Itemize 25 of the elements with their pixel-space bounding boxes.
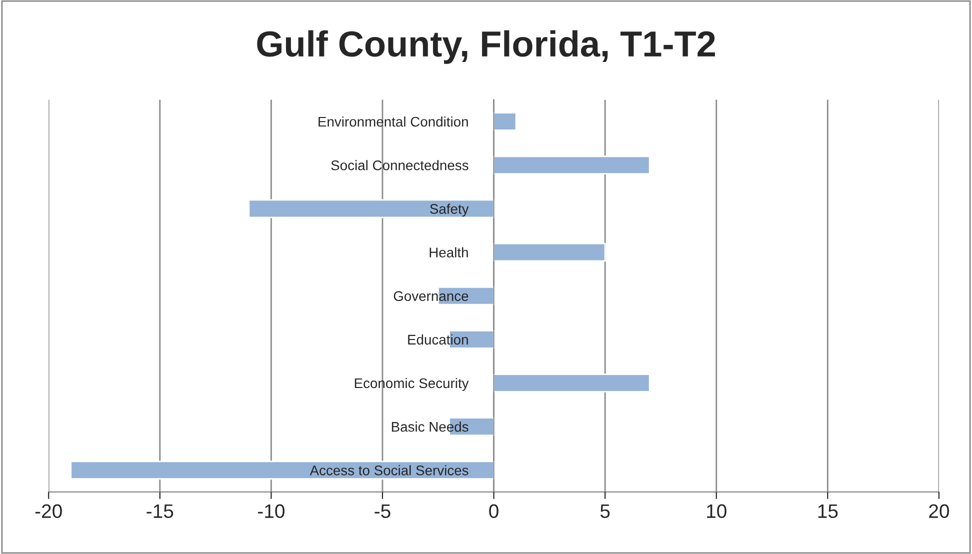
x-tick-label: 0 bbox=[489, 504, 498, 518]
y-tick-label: Access to Social Services bbox=[310, 465, 468, 476]
x-tick-label: -15 bbox=[146, 504, 174, 518]
bar bbox=[248, 199, 494, 218]
y-tick-label: Social Connectedness bbox=[331, 160, 468, 170]
y-tick-label: Safety bbox=[430, 204, 469, 217]
chart-title: Gulf County, Florida, T1-T2 bbox=[257, 30, 715, 64]
x-tick-label: -10 bbox=[258, 504, 284, 518]
x-tick-label: -5 bbox=[374, 504, 390, 518]
bar bbox=[493, 112, 517, 131]
y-tick-label: Governance bbox=[394, 291, 468, 302]
bar bbox=[493, 374, 650, 392]
y-tick-label: Economic Security bbox=[354, 378, 469, 391]
y-tick-label: Education bbox=[408, 334, 468, 345]
x-tick-label: 15 bbox=[818, 504, 838, 518]
y-tick-label: Basic Needs bbox=[392, 422, 468, 432]
bar bbox=[70, 460, 494, 480]
bar bbox=[493, 242, 606, 262]
y-tick-label: Health bbox=[430, 247, 468, 258]
x-tick-label: 20 bbox=[929, 504, 950, 518]
y-tick-label: Environmental Condition bbox=[318, 116, 468, 127]
x-tick-label: 5 bbox=[600, 504, 610, 518]
bar bbox=[493, 156, 650, 175]
x-tick-label: 10 bbox=[707, 504, 726, 518]
x-tick-label: -20 bbox=[35, 504, 62, 518]
